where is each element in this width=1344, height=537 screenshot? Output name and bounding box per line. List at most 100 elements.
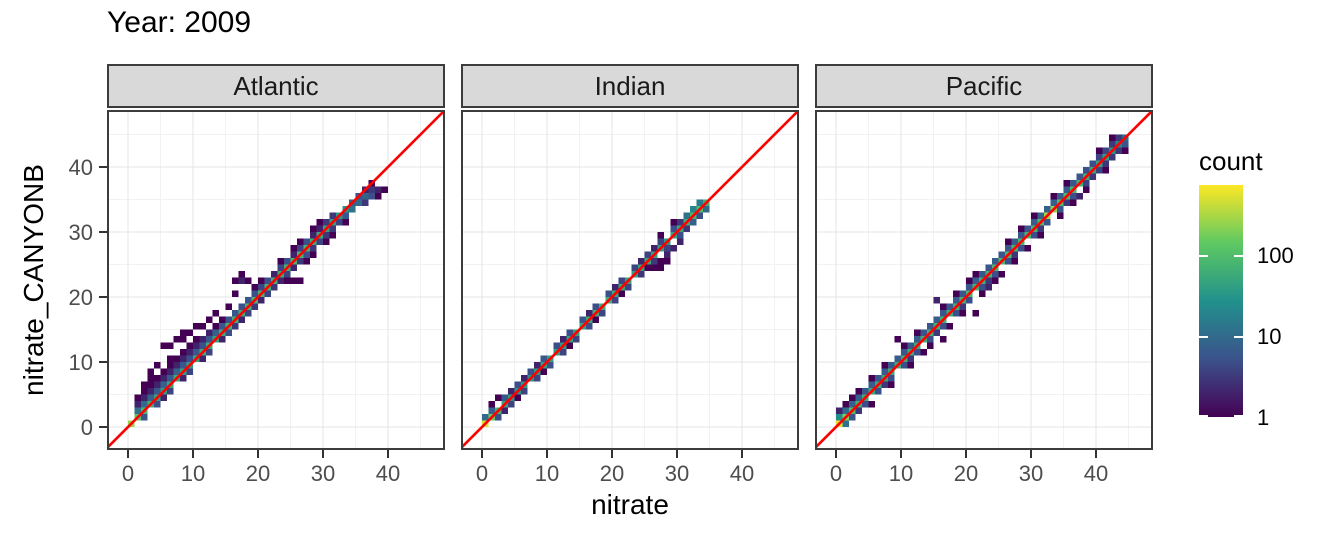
bin2d-cell	[1102, 160, 1109, 167]
bin2d-cell	[683, 225, 690, 232]
bin2d-cell	[650, 257, 658, 265]
bin2d-cell	[848, 400, 856, 408]
facet-strip-pacific: Pacific	[815, 64, 1153, 108]
bin2d-cell	[585, 309, 593, 317]
bin2d-cell	[965, 296, 973, 304]
bin2d-cell	[1037, 212, 1044, 219]
bin2d-cell	[225, 329, 232, 336]
bin2d-cell	[874, 387, 882, 395]
y-tick-label: 0	[80, 414, 93, 440]
bin2d-cell	[618, 277, 625, 284]
bin2d-cell	[488, 400, 495, 408]
bin2d-cell	[1069, 192, 1077, 200]
bin2d-cell	[1108, 134, 1116, 141]
bin2d-cell	[303, 257, 310, 265]
bin2d-cell	[991, 277, 999, 284]
bin2d-cell	[309, 244, 317, 252]
bin2d-cell	[1030, 218, 1038, 226]
bin2d-cell	[933, 296, 940, 304]
bin2d-cell	[861, 387, 869, 395]
bin2d-cell	[644, 251, 651, 258]
bin2d-cell	[855, 387, 862, 395]
bin2d-cell	[342, 218, 349, 226]
facet-strip-atlantic: Atlantic	[107, 64, 445, 108]
bin2d-cell	[874, 374, 882, 382]
bin2d-cell	[147, 374, 154, 382]
bin2d-cell	[907, 342, 914, 349]
y-tick-mark	[99, 296, 107, 298]
bin2d-cell	[316, 225, 323, 232]
bin2d-cell	[231, 309, 239, 317]
bin2d-cell	[546, 361, 554, 369]
x-tick-mark	[481, 450, 483, 458]
bin2d-cell	[1069, 199, 1077, 206]
bin2d-cell	[238, 303, 245, 310]
x-axis-title: nitrate	[591, 489, 669, 520]
x-tick-mark	[322, 450, 324, 458]
bin2d-cell	[900, 348, 908, 356]
bin2d-cell	[611, 283, 619, 291]
bin2d-cell	[1095, 153, 1103, 161]
bin2d-cell	[1063, 186, 1070, 193]
bin2d-cell	[1030, 231, 1038, 239]
bin2d-cell	[1030, 212, 1038, 219]
facet-panel-pacific	[815, 110, 1153, 450]
bin2d-cell	[1095, 147, 1103, 154]
bin2d-cell	[835, 413, 843, 421]
bin2d-cell	[913, 348, 921, 356]
bin2d-cell	[900, 342, 908, 349]
bin2d-cell	[1056, 205, 1064, 213]
bin2d-cell	[1069, 179, 1077, 187]
bin2d-cell	[972, 270, 979, 278]
legend-tick-label: 100	[1257, 242, 1294, 268]
bin2d-cell	[205, 348, 213, 356]
x-tick-label: 10	[534, 461, 560, 486]
bin2d-cell	[959, 303, 966, 310]
bin2d-cell	[913, 329, 921, 336]
bin2d-cell	[147, 394, 154, 401]
bin2d-cell	[501, 407, 508, 414]
bin2d-cell	[244, 309, 252, 317]
facet-panel-indian	[461, 110, 799, 450]
facet-label: Pacific	[945, 70, 1023, 101]
bin2d-cell	[244, 277, 252, 284]
x-tick-label: 20	[245, 461, 271, 486]
bin2d-cell	[316, 238, 323, 245]
bin2d-cell	[192, 342, 200, 349]
bin2d-cell	[296, 257, 304, 265]
legend-title: count	[1199, 146, 1263, 176]
bin2d-cell	[231, 277, 239, 284]
bin2d-cell	[842, 407, 849, 414]
bin2d-cell	[650, 244, 658, 252]
bin2d-cell	[676, 231, 684, 239]
bin2d-cell	[225, 316, 232, 323]
bin2d-cell	[592, 303, 599, 310]
bin2d-cell	[1076, 173, 1083, 180]
x-tick-mark	[900, 450, 902, 458]
bin2d-cell	[166, 368, 174, 375]
bin2d-cell	[881, 381, 888, 388]
bin2d-cell	[153, 387, 161, 395]
bin2d-cell	[998, 251, 1005, 258]
bin2d-cell	[140, 387, 148, 395]
bin2d-cell	[907, 355, 914, 362]
bin2d-cell	[650, 264, 658, 271]
bin2d-cell	[329, 225, 336, 232]
bin2d-cell	[939, 322, 947, 330]
bin2d-cell	[533, 374, 541, 382]
bin2d-cell	[166, 374, 174, 382]
bin2d-cell	[1011, 257, 1018, 265]
x-tick-label: 40	[1083, 461, 1109, 486]
bin2d-cell	[926, 322, 934, 330]
bin2d-cell	[965, 277, 973, 284]
bin2d-cell	[894, 335, 901, 343]
bin2d-cell	[303, 238, 310, 245]
bin2d-cell	[147, 381, 154, 388]
bin2d-cell	[998, 270, 1005, 278]
y-tick-label: 20	[68, 284, 93, 310]
bin2d-cell	[618, 290, 625, 297]
bin2d-cell	[166, 355, 174, 362]
bin2d-cell	[855, 394, 862, 401]
bin2d-cell	[173, 355, 180, 362]
bin2d-cell	[663, 244, 671, 252]
